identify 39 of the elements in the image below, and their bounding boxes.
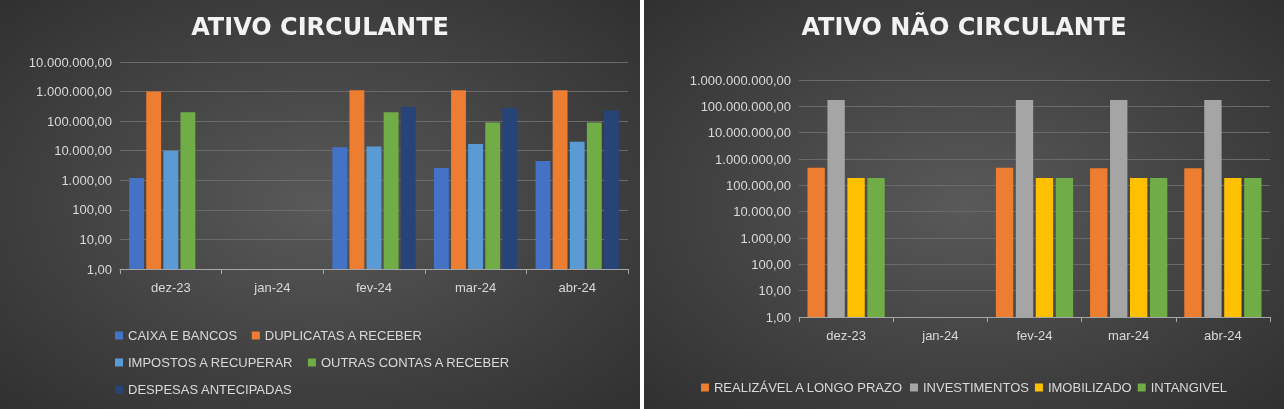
y-tick-label: 10,00 <box>758 283 791 299</box>
legend-label: REALIZÁVEL A LONGO PRAZO <box>713 380 903 395</box>
y-tick-label: 10.000,00 <box>733 204 791 220</box>
y-tick-label: 100,00 <box>751 256 791 272</box>
x-tick-label: abr-24 <box>558 280 596 295</box>
x-tick-label: mar-24 <box>1108 328 1150 343</box>
y-tick-label: 100.000,00 <box>46 113 112 129</box>
y-tick-label: 1,00 <box>765 309 791 325</box>
chart-title: ATIVO CIRCULANTE <box>191 13 449 41</box>
legend-label: INTANGIVEL <box>1150 380 1228 395</box>
x-tick-label: jan-24 <box>253 280 291 295</box>
x-tick-label: fev-24 <box>355 280 393 295</box>
y-tick-label: 10.000.000,00 <box>707 125 791 141</box>
y-tick-label: 1.000,00 <box>61 172 112 188</box>
y-tick-label: 1.000.000.000,00 <box>689 72 791 88</box>
y-tick-label: 10,00 <box>79 231 112 247</box>
y-tick-label: 100.000.000,00 <box>700 98 791 114</box>
x-tick-label: abr-24 <box>1204 328 1242 343</box>
y-tick-label: 100.000,00 <box>725 177 791 193</box>
y-tick-label: 1,00 <box>86 261 112 277</box>
x-tick-label: jan-24 <box>921 328 959 343</box>
legend-label: INVESTIMENTOS <box>922 380 1030 395</box>
y-tick-label: 10.000,00 <box>54 143 112 159</box>
y-tick-label: 1.000,00 <box>740 230 791 246</box>
y-tick-label: 1.000.000,00 <box>715 151 791 167</box>
legend-label: IMOBILIZADO <box>1047 380 1132 395</box>
x-tick-label: dez-23 <box>150 280 191 295</box>
y-tick-label: 1.000.000,00 <box>36 84 112 100</box>
chart-title: ATIVO NÃO CIRCULANTE <box>801 12 1127 41</box>
x-tick-label: fev-24 <box>1016 328 1053 343</box>
x-tick-label: dez-23 <box>826 328 866 343</box>
legend-label: CAIXA E BANCOS <box>128 328 238 343</box>
x-tick-label: mar-24 <box>455 280 497 295</box>
legend-label: DESPESAS ANTECIPADAS <box>128 382 293 397</box>
y-tick-label: 10.000.000,00 <box>28 54 112 70</box>
legend-label: OUTRAS CONTAS A RECEBER <box>320 355 510 370</box>
legend-label: IMPOSTOS A RECUPERAR <box>128 355 293 370</box>
y-tick-label: 100,00 <box>72 202 112 218</box>
legend-label: DUPLICATAS A RECEBER <box>264 328 422 343</box>
